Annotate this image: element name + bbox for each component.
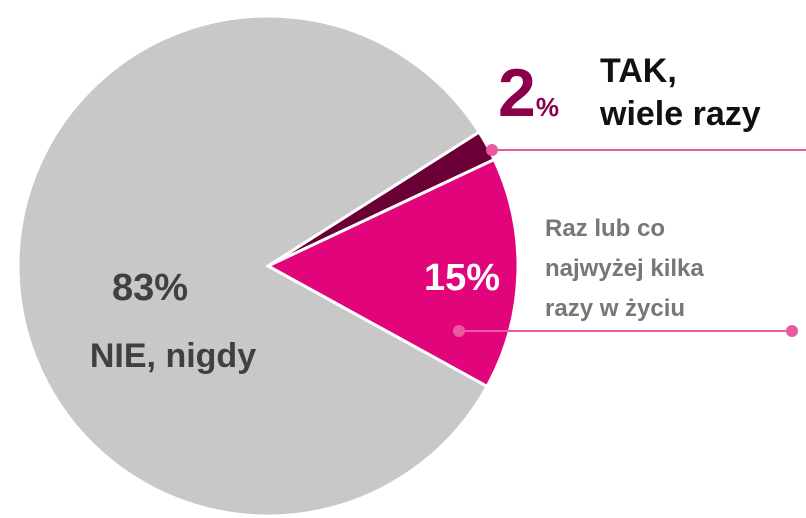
leader-dot bbox=[486, 144, 498, 156]
value-unit: % bbox=[536, 92, 559, 122]
slices bbox=[16, 14, 520, 518]
category-label: NIE, nigdy bbox=[90, 337, 256, 375]
category-label: Raz lub co najwyżej kilka razy w życiu bbox=[545, 215, 704, 322]
category-label: TAK, wiele razy bbox=[599, 52, 761, 133]
label-line: TAK, bbox=[600, 52, 677, 90]
label-line: NIE, nigdy bbox=[90, 337, 256, 375]
label-line: najwyżej kilka bbox=[545, 255, 704, 282]
label-line: wiele razy bbox=[599, 95, 761, 133]
value-label: 2% bbox=[498, 55, 559, 131]
leader-dot bbox=[786, 325, 798, 337]
value-label: 83% bbox=[112, 267, 188, 309]
value-label: 15% bbox=[424, 257, 500, 299]
label-line: Raz lub co bbox=[545, 215, 665, 242]
pie-slice bbox=[16, 14, 490, 518]
leader-dot bbox=[453, 325, 465, 337]
value-number: 2 bbox=[498, 55, 536, 131]
label-line: razy w życiu bbox=[545, 295, 685, 322]
labels: 2% 15% 83% TAK, wiele razy Raz lub co najwyżej… bbox=[90, 52, 806, 375]
